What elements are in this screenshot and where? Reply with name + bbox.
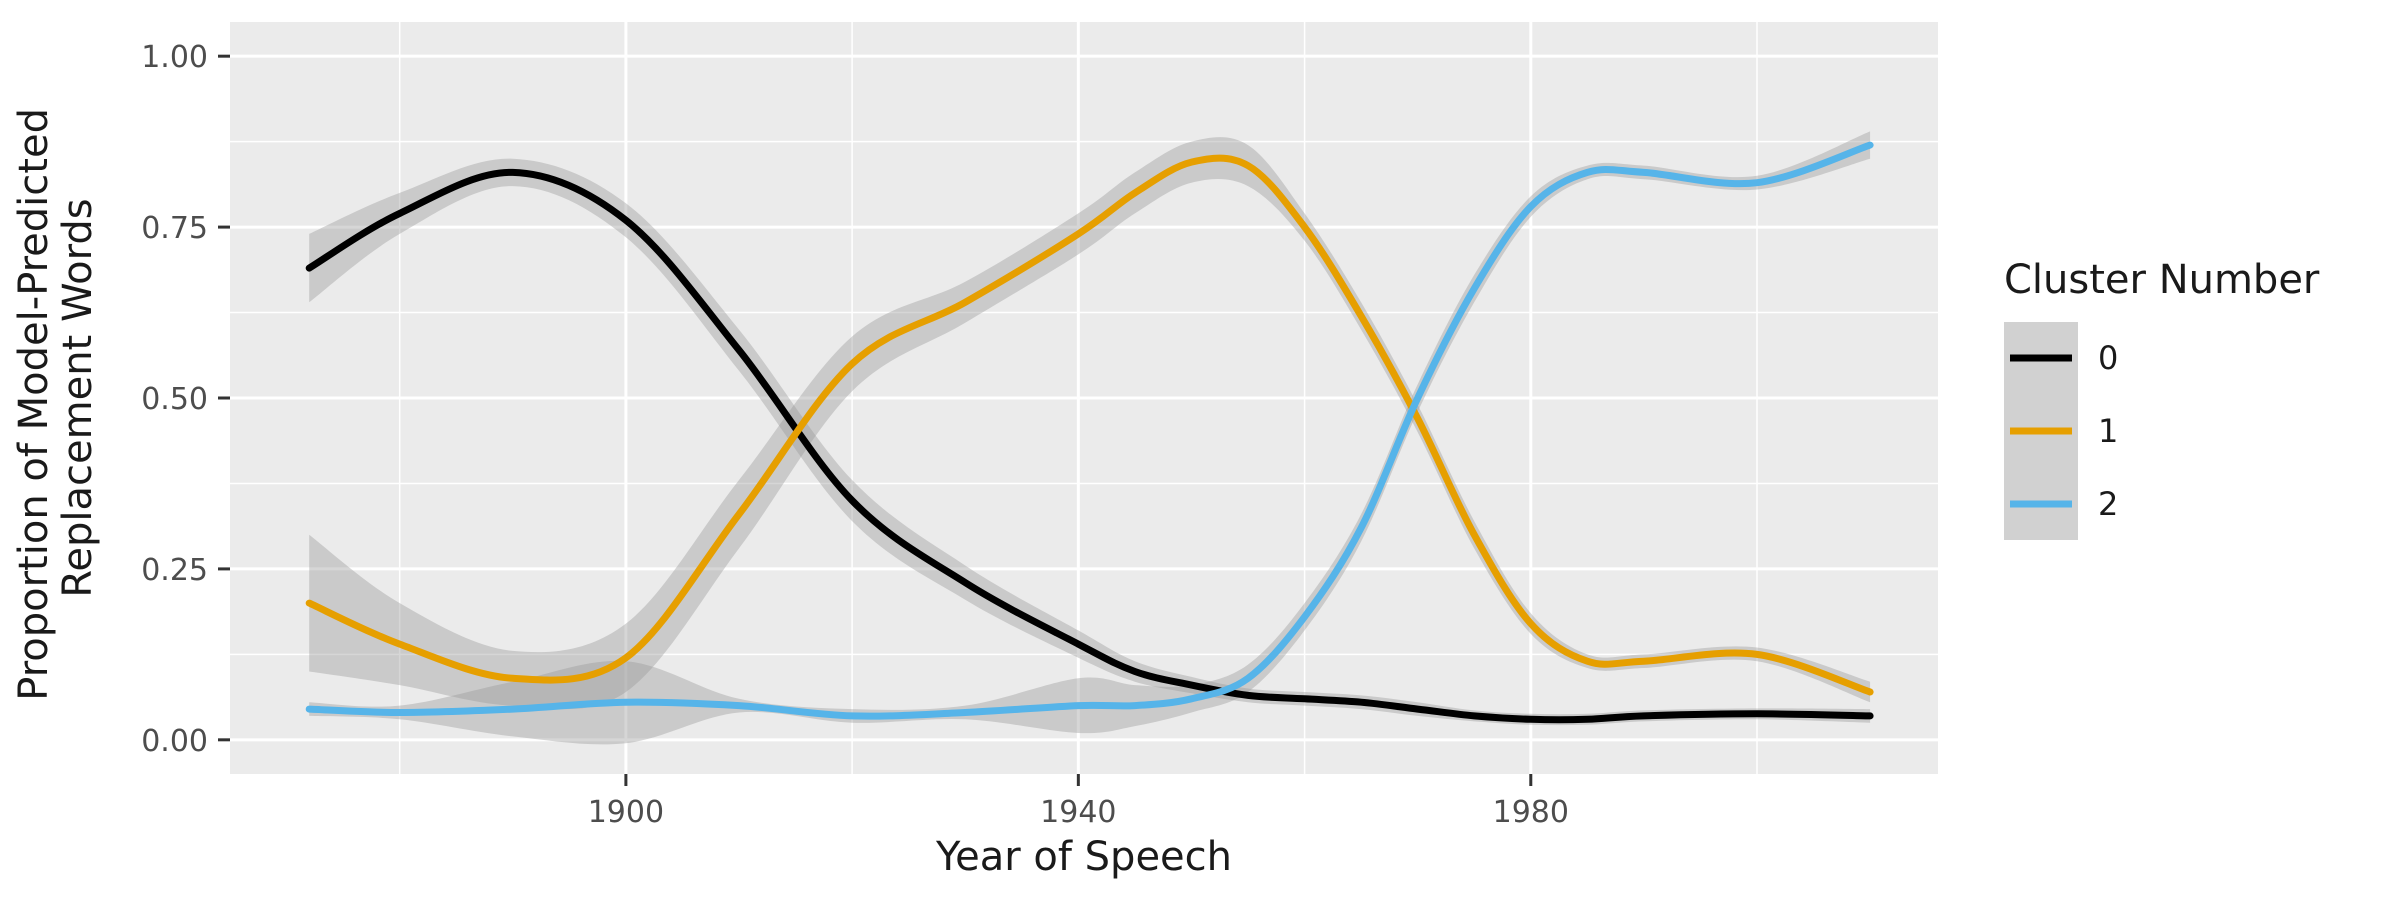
line-series-0: [305, 168, 1874, 724]
y-axis: 0.00 0.25 0.50 0.75 1.00: [141, 40, 230, 759]
y-axis-title-line-2: Replacement Words: [55, 198, 101, 597]
legend-label-0: 0: [2098, 339, 2118, 377]
x-axis: 1900 1940 1980: [588, 774, 1569, 830]
x-tick-label: 1940: [1040, 795, 1116, 830]
y-axis-title: Proportion of Model-Predicted Replacemen…: [11, 95, 101, 700]
legend-label-2: 2: [2098, 485, 2118, 523]
line-series-2: [305, 141, 1874, 720]
legend: Cluster Number 0 1 2: [2004, 257, 2320, 540]
y-axis-title-line-1: Proportion of Model-Predicted: [11, 108, 57, 701]
legend-label-1: 1: [2098, 412, 2118, 450]
x-tick-label: 1900: [588, 795, 664, 830]
legend-items: 0 1 2: [2010, 339, 2118, 523]
y-tick-label: 0.75: [141, 211, 208, 246]
legend-title: Cluster Number: [2004, 257, 2320, 303]
series-lines: [305, 141, 1874, 724]
y-tick-label: 0.25: [141, 553, 208, 588]
y-tick-label: 0.50: [141, 382, 208, 417]
y-tick-label: 1.00: [141, 40, 208, 75]
x-tick-label: 1980: [1493, 795, 1569, 830]
x-axis-title: Year of Speech: [935, 834, 1232, 880]
y-tick-label: 0.00: [141, 724, 208, 759]
line-series-1: [305, 154, 1874, 696]
